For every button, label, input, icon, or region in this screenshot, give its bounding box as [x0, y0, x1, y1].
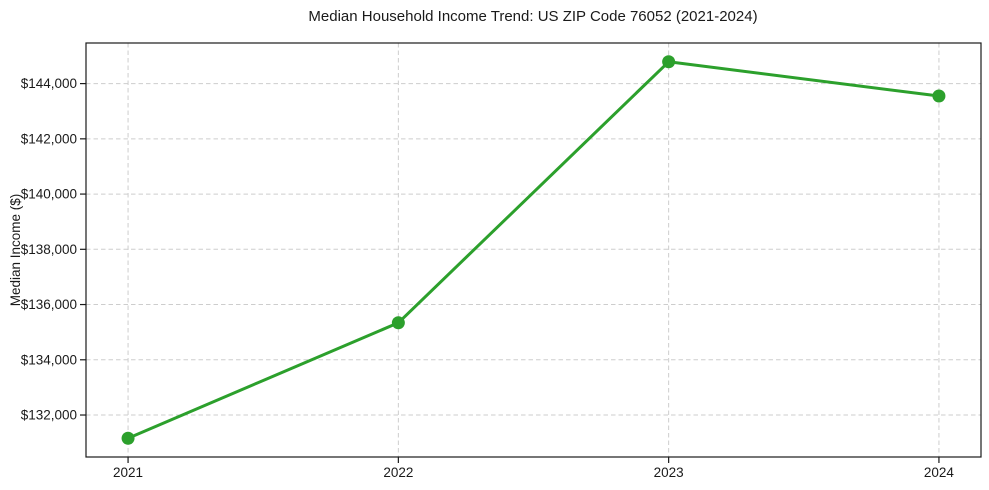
- y-axis-label: Median Income ($): [8, 194, 23, 307]
- data-point: [662, 55, 676, 69]
- trend-line: [126, 60, 941, 440]
- x-tick-label: 2022: [383, 465, 413, 480]
- y-tick-label: $138,000: [21, 242, 77, 257]
- y-tick-label: $136,000: [21, 297, 77, 312]
- data-point: [932, 89, 946, 103]
- y-tick-label: $134,000: [21, 352, 77, 367]
- y-tick-label: $140,000: [21, 187, 77, 202]
- y-tick-label: $144,000: [21, 76, 77, 91]
- plot-area: [85, 42, 982, 458]
- series-layer: [121, 55, 946, 445]
- x-tick-label: 2024: [924, 465, 955, 480]
- ticks-layer: $132,000 $134,000 $136,000 $138,000 $140,000…: [21, 76, 955, 480]
- y-tick-label: $142,000: [21, 131, 77, 146]
- data-point: [121, 431, 135, 445]
- data-point: [391, 316, 405, 330]
- x-tick-label: 2021: [113, 465, 143, 480]
- x-tick-label: 2023: [654, 465, 684, 480]
- gridlines-layer: [86, 43, 981, 457]
- y-tick-label: $132,000: [21, 408, 77, 423]
- chart-title: Median Household Income Trend: US ZIP Co…: [308, 8, 757, 25]
